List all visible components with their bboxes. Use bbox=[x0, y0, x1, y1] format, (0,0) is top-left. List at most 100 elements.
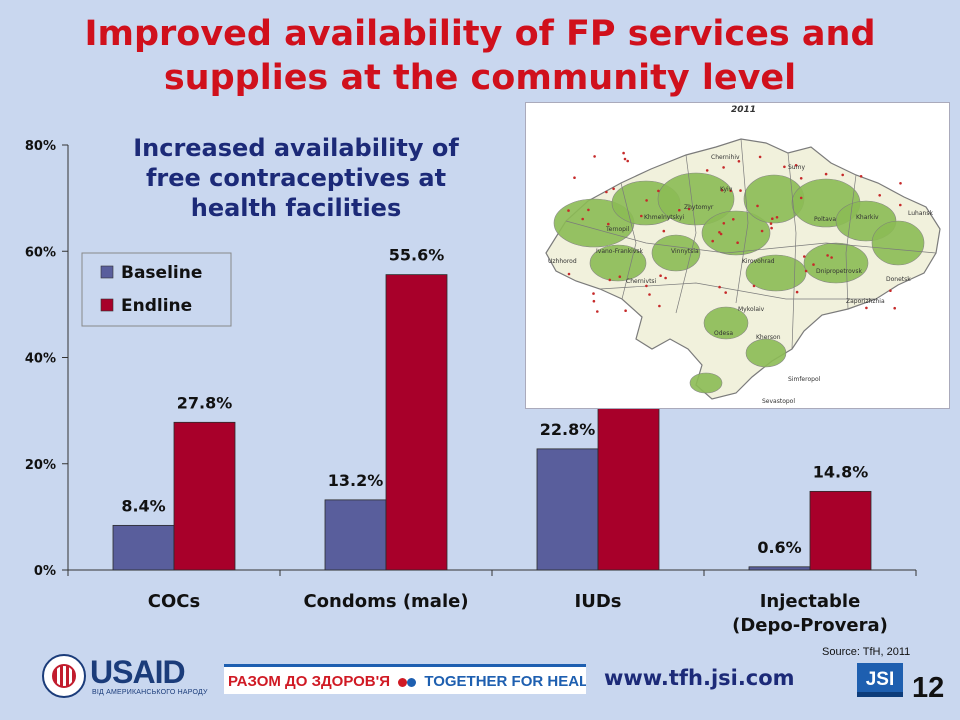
bar-baseline bbox=[324, 499, 387, 571]
map-facility-dot bbox=[605, 190, 608, 194]
map-facility-dot bbox=[657, 189, 660, 193]
data-label-baseline: 0.6% bbox=[757, 538, 801, 557]
map-region bbox=[589, 244, 647, 282]
map-region bbox=[651, 234, 701, 272]
map-facility-dot bbox=[567, 209, 570, 212]
map-facility-dot bbox=[899, 203, 902, 207]
map-facility-dot bbox=[626, 159, 629, 163]
map-label: Kharkiv bbox=[856, 214, 879, 221]
map-facility-dot bbox=[645, 199, 648, 202]
map-facility-dot bbox=[592, 299, 596, 303]
x-tick-label: Condoms (male) bbox=[303, 591, 468, 612]
map-facility-dot bbox=[718, 231, 721, 234]
data-label-baseline: 13.2% bbox=[328, 471, 384, 490]
map-facility-dot bbox=[664, 276, 667, 280]
chart-subtitle: Increased availability of free contracep… bbox=[96, 133, 496, 223]
map-label: Khmelnytskyi bbox=[644, 214, 685, 221]
map-facility-dot bbox=[899, 182, 902, 185]
map-facility-dot bbox=[799, 177, 803, 180]
map-facility-dot bbox=[662, 229, 666, 233]
y-tick-label: 60% bbox=[25, 245, 56, 260]
ukraine-map: 2011 Chernihiv Sumy Kyiv Zhytomyr Kharkiv Luh… bbox=[525, 102, 950, 409]
data-label-baseline: 22.8% bbox=[540, 420, 596, 439]
map-label: Uzhhorod bbox=[548, 258, 577, 265]
map-facility-dot bbox=[758, 155, 762, 159]
map-facility-dot bbox=[720, 188, 724, 192]
map-facility-dot bbox=[567, 272, 571, 276]
map-facility-dot bbox=[645, 284, 648, 288]
map-facility-dot bbox=[859, 175, 863, 178]
x-tick-label: IUDs bbox=[575, 591, 622, 612]
slide-title: Improved availability of FP services and… bbox=[0, 12, 960, 100]
map-label: Mykolaiv bbox=[738, 306, 765, 313]
y-tick-label: 80% bbox=[25, 139, 56, 154]
map-label: Zaporizhzhia bbox=[846, 298, 885, 305]
map-facility-dot bbox=[640, 214, 643, 218]
jsi-logo: JSI bbox=[857, 663, 903, 697]
map-label: Sevastopol bbox=[762, 398, 795, 405]
map-facility-dot bbox=[719, 232, 723, 236]
map-facility-dot bbox=[678, 208, 681, 212]
map-facility-dot bbox=[752, 284, 756, 288]
bar-endline bbox=[809, 490, 872, 571]
map-label: Simferopol bbox=[788, 376, 821, 383]
ukraine-map-drawing: Chernihiv Sumy Kyiv Zhytomyr Kharkiv Luhansk T… bbox=[545, 138, 941, 405]
map-facility-dot bbox=[878, 194, 881, 197]
map-facility-dot bbox=[865, 306, 868, 310]
map-facility-dot bbox=[718, 285, 721, 289]
map-facility-dot bbox=[648, 293, 651, 296]
map-facility-dot bbox=[756, 204, 759, 208]
blue-dot-icon bbox=[407, 677, 417, 687]
legend-swatch bbox=[100, 298, 114, 312]
map-label: Ivano-Frankivsk bbox=[596, 248, 644, 255]
website-link[interactable]: www.tfh.jsi.com bbox=[604, 666, 795, 690]
legend-label: Endline bbox=[121, 296, 192, 316]
map-facility-dot bbox=[729, 189, 732, 193]
map-facility-dot bbox=[587, 208, 590, 212]
map-facility-dot bbox=[739, 189, 742, 192]
map-facility-dot bbox=[771, 217, 774, 220]
map-label: Luhansk bbox=[908, 210, 933, 217]
map-year: 2011 bbox=[731, 105, 757, 115]
map-facility-dot bbox=[622, 151, 625, 155]
map-facility-dot bbox=[795, 290, 799, 294]
map-facility-dot bbox=[573, 176, 576, 179]
map-facility-dot bbox=[624, 309, 627, 312]
map-facility-dot bbox=[658, 304, 661, 308]
map-region bbox=[689, 372, 723, 394]
map-facility-dot bbox=[830, 256, 833, 259]
tfh-ukrainian-text: РАЗОМ ДО ЗДОРОВ'Я bbox=[228, 673, 390, 690]
map-facility-dot bbox=[824, 172, 828, 176]
map-label: Vinnytsia bbox=[671, 248, 699, 255]
map-region-border bbox=[735, 138, 749, 304]
slide-title-line-2: supplies at the community level bbox=[163, 58, 797, 98]
map-region bbox=[657, 172, 735, 226]
slide-title-line-1: Improved availability of FP services and bbox=[84, 14, 876, 54]
y-tick-label: 40% bbox=[25, 352, 56, 367]
bar-baseline bbox=[112, 524, 175, 571]
map-facility-dot bbox=[618, 275, 622, 278]
map-label: Dnipropetrovsk bbox=[816, 268, 862, 275]
map-facility-dot bbox=[769, 222, 773, 225]
usaid-logo-text: USAID bbox=[90, 654, 186, 690]
map-label: Poltava bbox=[814, 216, 836, 223]
legend-label: Baseline bbox=[121, 263, 202, 283]
map-region-border bbox=[565, 220, 937, 254]
map-facility-dot bbox=[737, 160, 741, 163]
map-facility-dot bbox=[687, 207, 691, 211]
map-label: Zhytomyr bbox=[684, 204, 714, 211]
y-tick-label: 0% bbox=[34, 564, 56, 579]
map-region-border bbox=[675, 154, 697, 314]
usaid-seal-icon bbox=[42, 654, 86, 698]
map-label: Donetsk bbox=[886, 276, 911, 283]
map-region bbox=[803, 242, 869, 284]
map-facility-dot bbox=[760, 229, 764, 233]
map-label: Kyiv bbox=[720, 186, 733, 193]
map-region-border bbox=[599, 282, 876, 300]
x-tick-label: COCs bbox=[148, 591, 200, 612]
data-label-endline: 55.6% bbox=[389, 246, 445, 265]
map-facility-dot bbox=[803, 255, 806, 258]
usaid-tagline: ВІД АМЕРИКАНСЬКОГО НАРОДУ bbox=[92, 689, 208, 696]
red-dot-icon bbox=[398, 677, 408, 687]
map-facility-dot bbox=[711, 239, 714, 243]
